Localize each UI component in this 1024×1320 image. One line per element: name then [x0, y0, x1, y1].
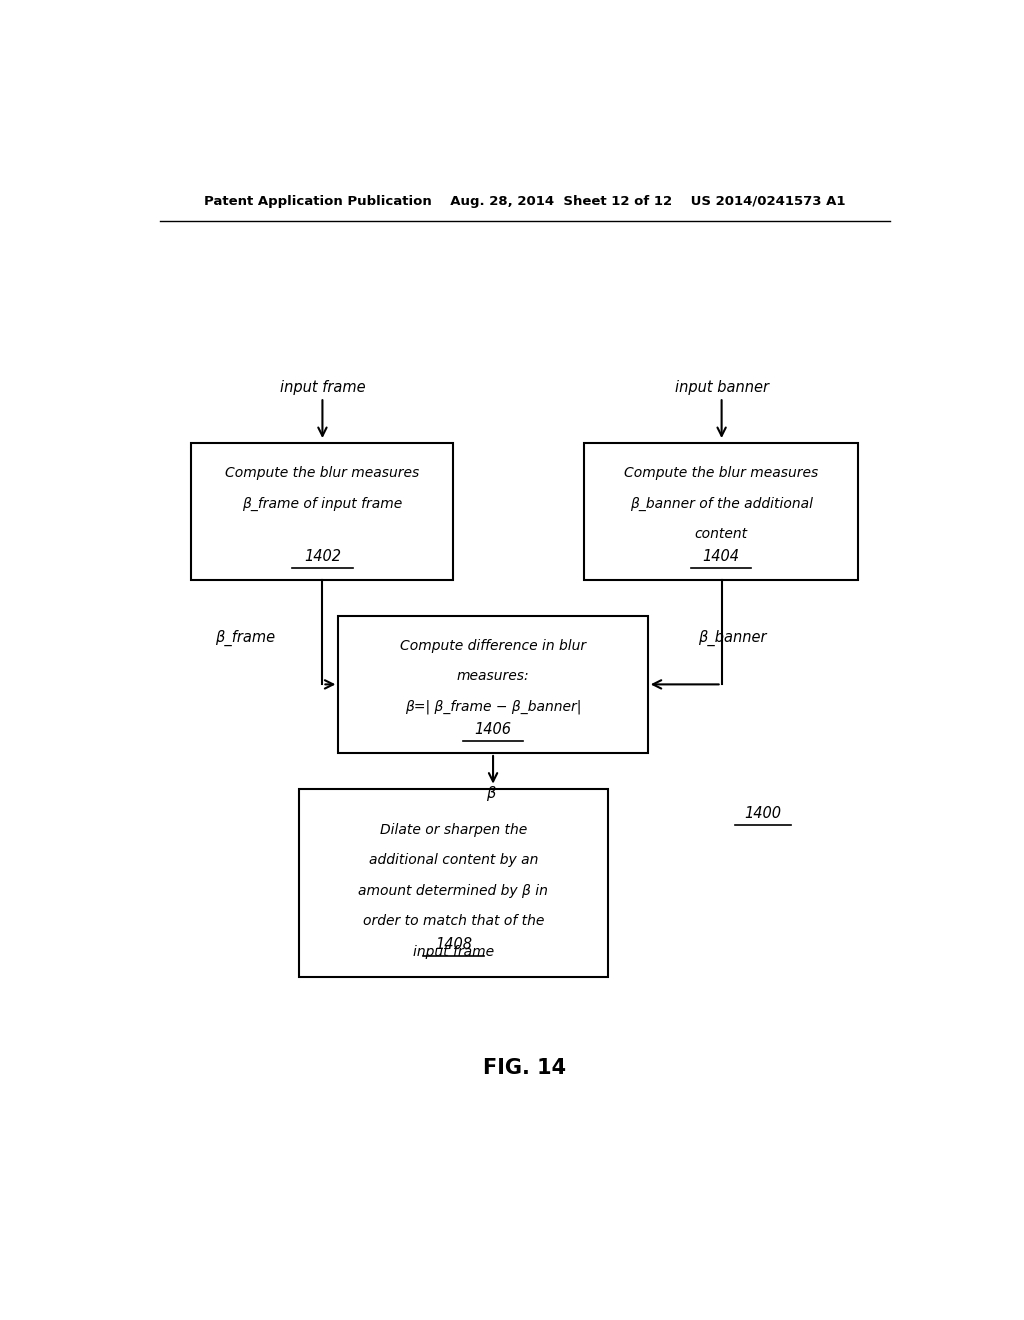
Text: input frame: input frame	[413, 945, 494, 958]
Text: order to match that of the: order to match that of the	[362, 915, 544, 928]
Text: FIG. 14: FIG. 14	[483, 1059, 566, 1078]
Text: content: content	[694, 527, 748, 541]
Text: input frame: input frame	[280, 380, 366, 395]
Text: amount determined by β in: amount determined by β in	[358, 884, 548, 898]
Text: measures:: measures:	[457, 669, 529, 684]
Text: β_banner: β_banner	[698, 630, 767, 647]
Text: 1404: 1404	[702, 549, 739, 565]
Text: Compute the blur measures: Compute the blur measures	[225, 466, 420, 480]
Bar	[191, 444, 454, 581]
Text: Patent Application Publication    Aug. 28, 2014  Sheet 12 of 12    US 2014/02415: Patent Application Publication Aug. 28, …	[204, 194, 846, 207]
Bar	[585, 444, 858, 581]
Bar	[299, 788, 608, 977]
Text: β=| β_frame − β_banner|: β=| β_frame − β_banner|	[404, 700, 582, 714]
Text: 1406: 1406	[474, 722, 512, 737]
Text: Compute difference in blur: Compute difference in blur	[400, 639, 586, 653]
Text: 1408: 1408	[435, 937, 472, 952]
Bar	[338, 615, 648, 752]
Text: 1400: 1400	[744, 807, 781, 821]
Text: β: β	[486, 787, 496, 801]
Text: additional content by an: additional content by an	[369, 854, 538, 867]
Text: β_frame of input frame: β_frame of input frame	[243, 496, 402, 511]
Text: Compute the blur measures: Compute the blur measures	[624, 466, 818, 480]
Text: β_banner of the additional: β_banner of the additional	[630, 496, 813, 511]
Text: β_frame: β_frame	[215, 630, 275, 647]
Text: input banner: input banner	[675, 380, 769, 395]
Text: 1402: 1402	[304, 549, 341, 565]
Text: Dilate or sharpen the: Dilate or sharpen the	[380, 822, 527, 837]
